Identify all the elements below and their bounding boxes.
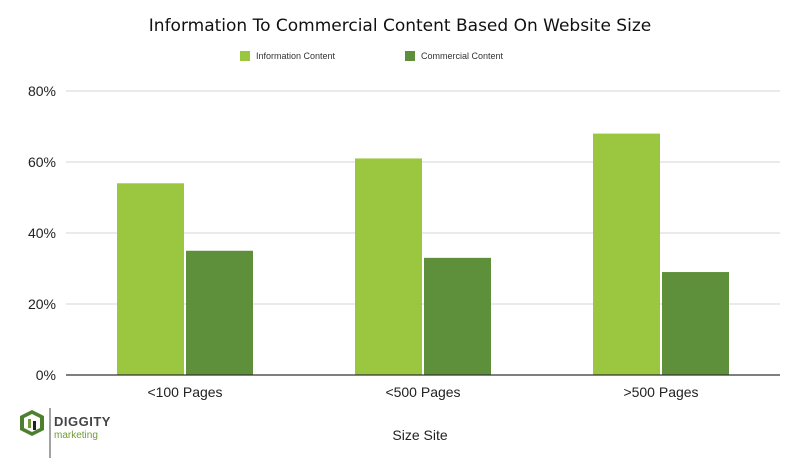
x-axis-label: Size Site — [392, 427, 447, 443]
diggity-marketing-logo: DIGGITY marketing — [14, 408, 144, 458]
chart-title: Information To Commercial Content Based … — [148, 16, 652, 36]
x-tick-label: <500 Pages — [385, 384, 460, 400]
y-axis-ticks: 0% 20% 40% 60% 80% — [28, 83, 56, 383]
x-tick-label: >500 Pages — [623, 384, 698, 400]
legend: Information Content Commercial Content — [0, 51, 800, 65]
bar-commercial — [662, 272, 729, 375]
x-tick-label: <100 Pages — [147, 384, 222, 400]
y-tick-label: 0% — [36, 367, 56, 383]
legend-swatch-commercial — [405, 51, 415, 61]
bar-information — [355, 158, 422, 375]
bar-information — [117, 183, 184, 375]
logo-text-marketing: marketing — [54, 430, 98, 441]
bar-commercial — [186, 250, 253, 375]
legend-label-information: Information Content — [256, 51, 336, 61]
diggity-logo-icon — [20, 408, 51, 458]
legend-item-commercial: Commercial Content — [405, 51, 503, 61]
y-tick-label: 40% — [28, 225, 56, 241]
y-tick-label: 60% — [28, 154, 56, 170]
bar-commercial — [424, 257, 491, 375]
y-tick-label: 20% — [28, 296, 56, 312]
logo-text-diggity: DIGGITY — [54, 414, 111, 429]
x-axis-ticks: <100 Pages <500 Pages >500 Pages — [147, 384, 698, 400]
y-tick-label: 80% — [28, 83, 56, 99]
legend-label-commercial: Commercial Content — [421, 51, 504, 61]
bar-information — [593, 133, 660, 375]
legend-swatch-information — [240, 51, 250, 61]
gridlines — [66, 90, 780, 305]
bars — [117, 133, 729, 375]
legend-item-information: Information Content — [240, 51, 335, 61]
